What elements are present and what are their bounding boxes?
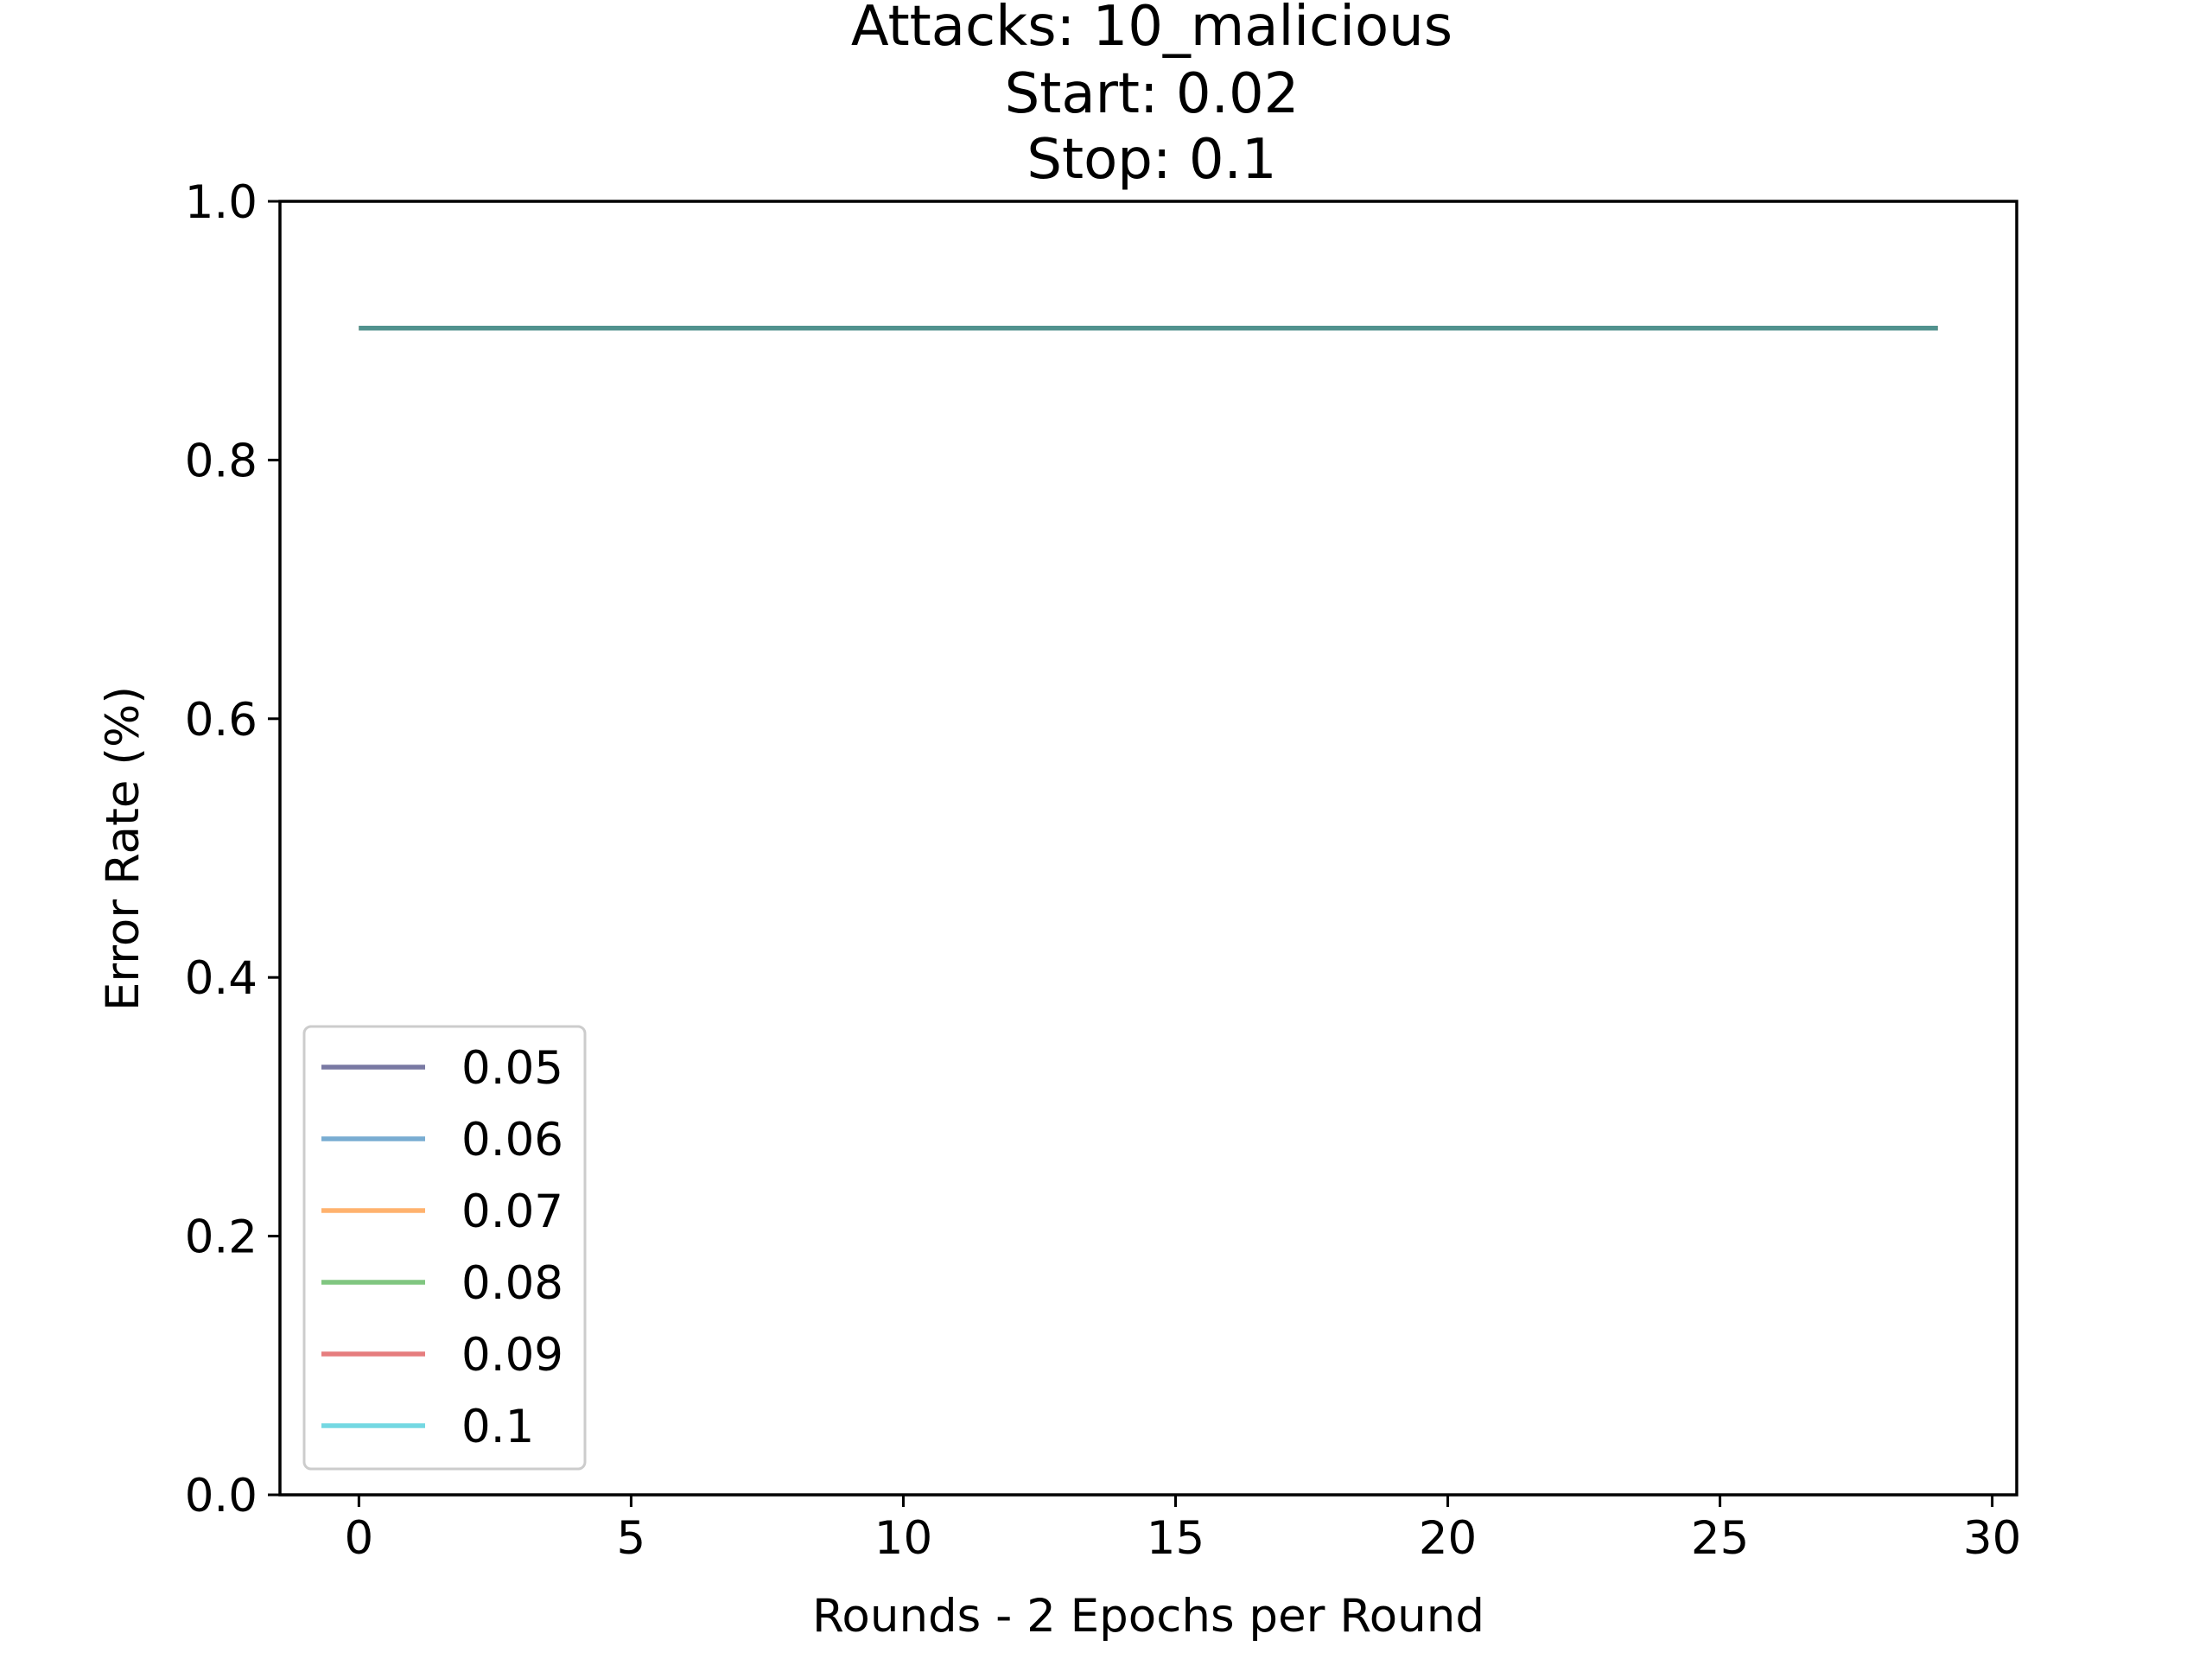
y-tick-label-2: 0.4 [185, 952, 257, 1005]
y-tick-label-1: 0.2 [185, 1211, 257, 1264]
x-axis: 0 5 10 15 20 25 30 [344, 1495, 2021, 1565]
legend: 0.05 0.06 0.07 0.08 0.09 0.1 [302, 1025, 587, 1471]
x-tick-label-5: 25 [1691, 1512, 1749, 1565]
chart-title-line-1: Attacks: 10_malicious [851, 0, 1452, 59]
legend-label-5: 0.1 [461, 1401, 534, 1453]
x-tick-label-0: 0 [344, 1512, 373, 1565]
legend-label-0: 0.05 [461, 1042, 563, 1095]
y-tick-label-3: 0.6 [185, 694, 257, 747]
y-axis: 0.0 0.2 0.4 0.6 0.8 1.0 [185, 176, 280, 1522]
y-tick-label-5: 1.0 [185, 176, 257, 229]
y-tick-label-4: 0.8 [185, 435, 257, 487]
legend-items: 0.05 0.06 0.07 0.08 0.09 0.1 [321, 1042, 563, 1453]
chart-title: Attacks: 10_malicious Start: 0.02 Stop: … [851, 0, 1452, 192]
x-tick-label-1: 5 [617, 1512, 646, 1565]
y-axis-label: Error Rate (%) [97, 686, 149, 1011]
chart-title-line-3: Stop: 0.1 [1027, 128, 1276, 192]
legend-label-2: 0.07 [461, 1185, 563, 1238]
legend-label-4: 0.09 [461, 1329, 563, 1382]
x-tick-label-4: 20 [1419, 1512, 1477, 1565]
legend-label-3: 0.08 [461, 1257, 563, 1310]
chart-title-line-2: Start: 0.02 [1005, 62, 1300, 126]
plot-frame [278, 200, 2018, 1497]
legend-label-1: 0.06 [461, 1114, 563, 1166]
y-tick-label-0: 0.0 [185, 1470, 257, 1522]
x-tick-label-3: 15 [1147, 1512, 1205, 1565]
x-axis-label: Rounds - 2 Epochs per Round [812, 1590, 1484, 1643]
x-tick-label-2: 10 [874, 1512, 932, 1565]
x-tick-label-6: 30 [1963, 1512, 2021, 1565]
